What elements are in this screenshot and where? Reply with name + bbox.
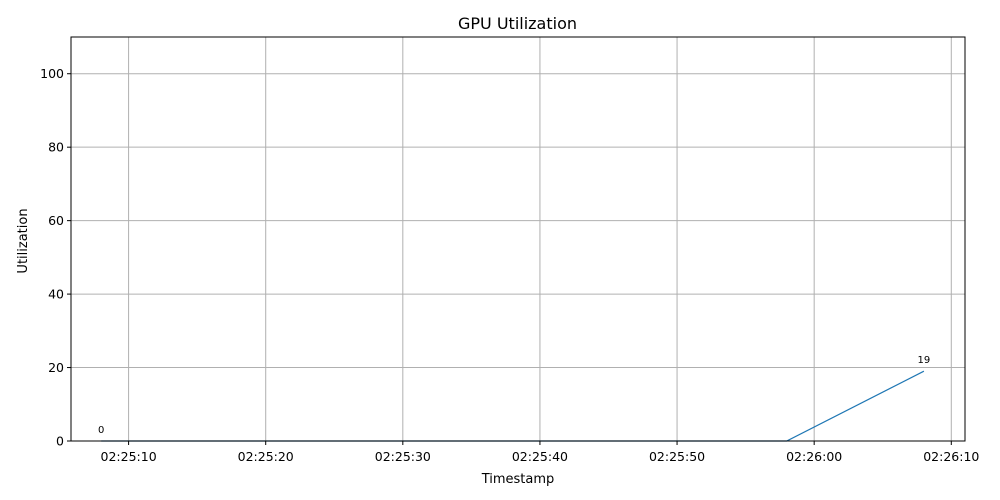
data-label: 19: [917, 355, 930, 366]
x-tick-label: 02:25:40: [512, 449, 568, 464]
x-tick-label: 02:26:00: [786, 449, 842, 464]
y-tick-label: 80: [48, 140, 64, 155]
y-tick-label: 100: [40, 66, 64, 81]
x-axis-label: Timestamp: [481, 472, 555, 487]
grid-lines: [71, 37, 965, 442]
y-axis-ticks: 0 20 40 60 80 100: [40, 66, 71, 449]
x-tick-label: 02:25:20: [238, 449, 294, 464]
y-tick-label: 0: [56, 434, 64, 449]
y-tick-label: 20: [48, 360, 64, 375]
series-layer: [101, 370, 925, 442]
x-axis-ticks: 02:25:10 02:25:20 02:25:30 02:25:40 02:25:50…: [101, 441, 979, 464]
y-axis-label: Utilization: [16, 208, 31, 273]
data-label: 0: [98, 425, 104, 436]
plot-frame: [70, 36, 966, 442]
chart-title: GPU Utilization: [458, 14, 577, 33]
x-tick-label: 02:25:50: [649, 449, 705, 464]
y-tick-label: 60: [48, 213, 64, 228]
x-tick-label: 02:26:10: [923, 449, 979, 464]
data-labels: 0 19: [98, 355, 930, 436]
series-line: [101, 370, 925, 442]
x-tick-label: 02:25:30: [375, 449, 431, 464]
y-tick-label: 40: [48, 287, 64, 302]
x-tick-label: 02:25:10: [101, 449, 157, 464]
